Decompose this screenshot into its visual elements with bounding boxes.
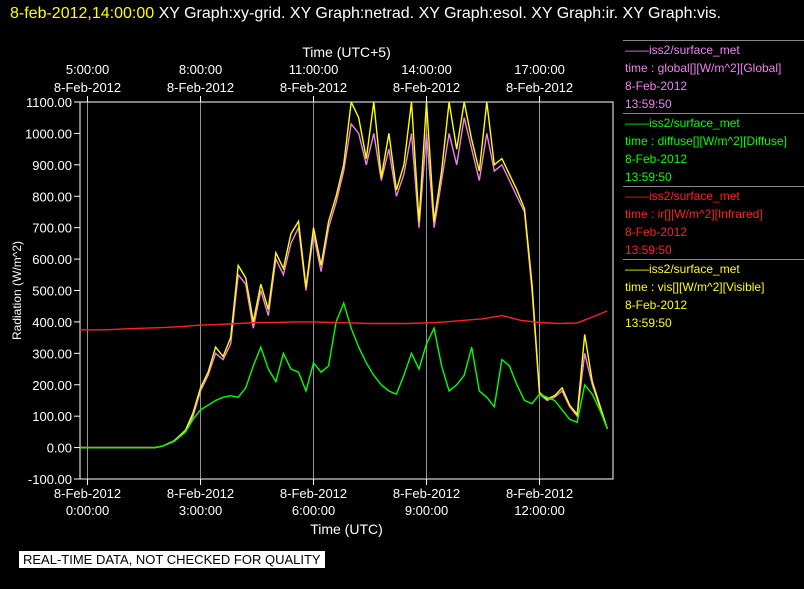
legend-date: 8-Feb-2012 — [625, 225, 688, 239]
y-tick-label: 800.00 — [32, 189, 72, 204]
x2-tick-date-label: 8-Feb-2012 — [506, 80, 573, 95]
legend-date: 8-Feb-2012 — [625, 152, 688, 166]
y-tick-label: 300.00 — [32, 346, 72, 361]
legend-time: 13:59:50 — [625, 316, 672, 330]
y-axis-title: Radiation (W/m^2) — [10, 241, 24, 340]
x-tick-time-label: 9:00:00 — [405, 503, 448, 518]
x-tick-date-label: 8-Feb-2012 — [54, 486, 121, 501]
x-tick-time-label: 3:00:00 — [179, 503, 222, 518]
x2-tick-date-label: 8-Feb-2012 — [393, 80, 460, 95]
legend-field: time : ir[][W/m^2][Infrared] — [625, 207, 763, 221]
y-tick-label: 200.00 — [32, 378, 72, 393]
legend-date: 8-Feb-2012 — [625, 298, 688, 312]
x2-tick-date-label: 8-Feb-2012 — [167, 80, 234, 95]
quality-notice: REAL-TIME DATA, NOT CHECKED FOR QUALITY — [19, 551, 325, 568]
legend-field: time : global[][W/m^2][Global] — [625, 61, 782, 75]
series-line-vis — [80, 102, 608, 449]
y-tick-label: 600.00 — [32, 252, 72, 267]
x-tick-time-label: 6:00:00 — [292, 503, 335, 518]
x-tick-date-label: 8-Feb-2012 — [280, 486, 347, 501]
legend-date: 8-Feb-2012 — [625, 79, 688, 93]
legend-time: 13:59:50 — [625, 243, 672, 257]
x2-tick-time-label: 11:00:00 — [289, 62, 339, 77]
graph-titles: XY Graph:xy-grid. XY Graph:netrad. XY Gr… — [158, 5, 721, 22]
y-tick-label: 1000.00 — [25, 126, 72, 141]
x2-axis-title: Time (UTC+5) — [302, 44, 391, 60]
legend-source: ——iss2/surface_met — [625, 262, 740, 276]
x2-tick-date-label: 8-Feb-2012 — [280, 80, 347, 95]
x2-tick-time-label: 14:00:00 — [401, 62, 452, 77]
legend-field: time : diffuse[][W/m^2][Diffuse] — [625, 134, 787, 148]
legend-field: time : vis[][W/m^2][Visible] — [625, 280, 765, 294]
timestamp: 8-feb-2012,14:00:00 — [10, 5, 155, 22]
y-tick-label: -100.00 — [28, 472, 72, 487]
x-tick-time-label: 0:00:00 — [66, 503, 109, 518]
title-bar: 8-feb-2012,14:00:00 XY Graph:xy-grid. XY… — [10, 3, 800, 25]
x-tick-date-label: 8-Feb-2012 — [167, 486, 234, 501]
y-tick-label: 900.00 — [32, 158, 72, 173]
y-tick-label: 500.00 — [32, 284, 72, 299]
x2-tick-time-label: 17:00:00 — [514, 62, 565, 77]
x2-tick-date-label: 8-Feb-2012 — [54, 80, 121, 95]
legend-time: 13:59:50 — [625, 170, 672, 184]
y-tick-label: 400.00 — [32, 315, 72, 330]
legend-source: ——iss2/surface_met — [625, 189, 740, 203]
y-tick-label: 700.00 — [32, 221, 72, 236]
legend-time: 13:59:50 — [625, 97, 672, 111]
y-tick-label: 1100.00 — [26, 95, 72, 110]
x-tick-date-label: 8-Feb-2012 — [506, 486, 573, 501]
series-line-diffuse — [80, 300, 608, 449]
legend-source: ——iss2/surface_met — [625, 43, 740, 57]
y-tick-label: 0.00 — [47, 441, 72, 456]
x2-tick-time-label: 5:00:00 — [66, 62, 109, 77]
x2-tick-time-label: 8:00:00 — [179, 62, 222, 77]
x-axis-title: Time (UTC) — [310, 521, 383, 537]
x-tick-time-label: 12:00:00 — [514, 503, 565, 518]
legend-source: ——iss2/surface_met — [625, 116, 740, 130]
x-tick-date-label: 8-Feb-2012 — [393, 486, 460, 501]
series-line-ir — [80, 310, 608, 331]
y-tick-label: 100.00 — [32, 409, 72, 424]
